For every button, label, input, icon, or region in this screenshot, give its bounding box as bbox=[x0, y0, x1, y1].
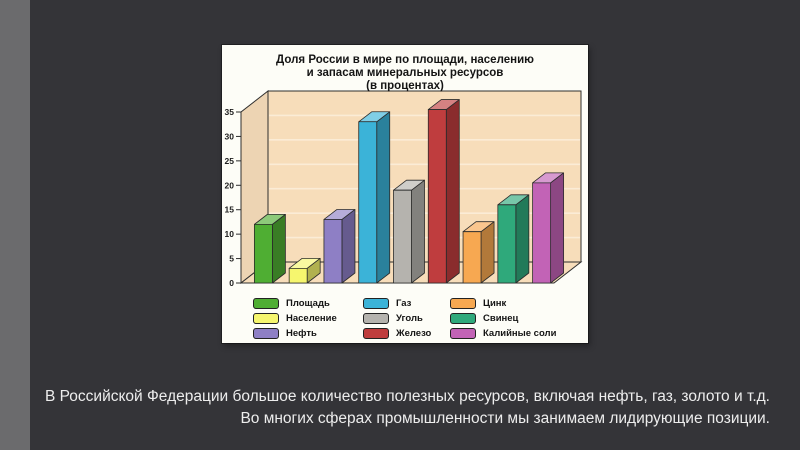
chart-title-line: и запасам минеральных ресурсов bbox=[306, 67, 504, 79]
legend-swatch bbox=[363, 328, 389, 339]
chart-legend: Площадь Население Нефть Газ Уголь Железо Цинк С… bbox=[253, 296, 556, 341]
bar-front-face bbox=[323, 219, 343, 284]
bar-side-face bbox=[550, 172, 565, 284]
y-tick-label: 35 bbox=[225, 107, 235, 117]
legend-label: Свинец bbox=[483, 313, 519, 324]
bar-front-face bbox=[253, 223, 273, 284]
bar-side-face bbox=[515, 194, 530, 284]
legend-label: Калийные соли bbox=[483, 328, 557, 339]
legend-label: Железо bbox=[396, 328, 432, 339]
bar-side-face bbox=[445, 99, 460, 284]
legend-swatch bbox=[363, 298, 389, 309]
bar-front-face bbox=[358, 121, 378, 284]
y-tick-label: 30 bbox=[225, 131, 235, 141]
y-tick-label: 5 bbox=[229, 254, 234, 264]
chart-card: 0 5 10 15 20 25 30 35 Доля России в мире по пло… bbox=[222, 45, 588, 343]
y-tick-label: 20 bbox=[225, 180, 235, 190]
legend-label: Цинк bbox=[483, 298, 507, 309]
legend-item: Население bbox=[253, 311, 363, 326]
chart-bar bbox=[358, 111, 391, 284]
y-tick-label: 25 bbox=[225, 156, 235, 166]
chart-bar bbox=[393, 179, 425, 284]
bar-side-face bbox=[341, 209, 356, 284]
bar-front-face bbox=[497, 204, 517, 284]
bar-front-face bbox=[393, 189, 412, 284]
chart-bar bbox=[462, 221, 495, 284]
legend-label: Газ bbox=[396, 298, 412, 309]
y-tick-label: 15 bbox=[225, 205, 235, 215]
y-tick-label: 10 bbox=[225, 229, 235, 239]
legend-item: Цинк bbox=[450, 296, 556, 311]
bar-side-face bbox=[271, 213, 286, 284]
legend-swatch bbox=[450, 313, 476, 324]
chart-title-line: Доля России в мире по площади, населению bbox=[276, 54, 534, 66]
chart-bar bbox=[427, 99, 460, 284]
bar-front-face bbox=[532, 182, 552, 284]
legend-label: Нефть bbox=[286, 328, 317, 339]
slide-caption: В Российской Федерации большое количеств… bbox=[34, 386, 770, 430]
chart-title: Доля России в мире по площади, населению… bbox=[222, 54, 588, 93]
legend-label: Площадь bbox=[286, 298, 330, 309]
y-tick-label: 0 bbox=[229, 278, 234, 288]
bar-side-face bbox=[480, 221, 495, 284]
legend-swatch bbox=[363, 313, 389, 324]
legend-item: Газ bbox=[363, 296, 450, 311]
chart-bar bbox=[323, 209, 356, 284]
chart-bar bbox=[497, 194, 530, 284]
legend-swatch bbox=[253, 298, 279, 309]
legend-swatch bbox=[253, 328, 279, 339]
legend-swatch bbox=[253, 313, 279, 324]
legend-swatch bbox=[450, 328, 476, 339]
caption-line-1: В Российской Федерации большое количеств… bbox=[44, 388, 770, 405]
chart-bar bbox=[253, 213, 286, 284]
chart-plot: 0 5 10 15 20 25 30 35 bbox=[225, 89, 583, 288]
legend-label: Население bbox=[286, 313, 337, 324]
legend-item: Уголь bbox=[363, 311, 450, 326]
legend-item: Калийные соли bbox=[450, 326, 556, 341]
chart-bar bbox=[532, 172, 565, 284]
chart-bar bbox=[288, 257, 321, 284]
bar-front-face bbox=[427, 109, 447, 284]
legend-item: Нефть bbox=[253, 326, 363, 341]
slide-left-strip bbox=[0, 0, 30, 450]
legend-swatch bbox=[450, 298, 476, 309]
chart-title-line: (в процентах) bbox=[366, 80, 444, 92]
bar-front-face bbox=[288, 267, 308, 284]
legend-item: Свинец bbox=[450, 311, 556, 326]
bar-side-face bbox=[376, 111, 391, 284]
bar-front-face bbox=[462, 231, 482, 284]
legend-item: Площадь bbox=[253, 296, 363, 311]
bar-side-face bbox=[411, 179, 425, 284]
caption-line-2: Во многих сферах промышленности мы заним… bbox=[240, 410, 770, 427]
legend-item: Железо bbox=[363, 326, 450, 341]
legend-label: Уголь bbox=[396, 313, 423, 324]
